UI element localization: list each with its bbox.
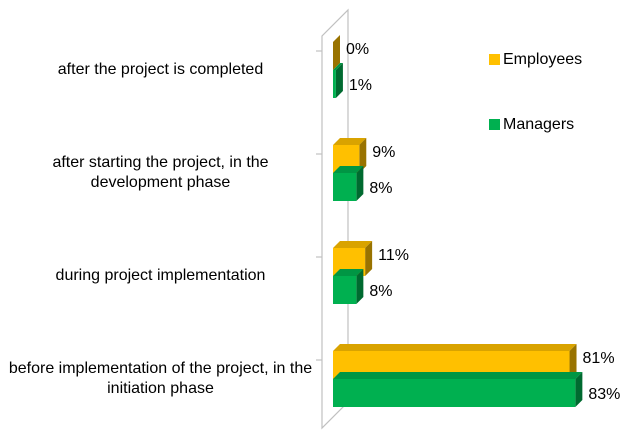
data-label: 0% [346, 41, 369, 58]
category-label: after starting the project, in the devel… [52, 154, 269, 191]
category-label: after the project is completed [57, 61, 264, 78]
bar-side [365, 241, 373, 276]
bar-side [569, 344, 577, 379]
legend-label: Managers [503, 116, 574, 133]
bar-top [333, 166, 364, 173]
bar-top [333, 138, 367, 145]
bar-top [333, 63, 343, 70]
category-label: during project implementation [55, 267, 266, 284]
bar [333, 379, 576, 407]
data-label: 83% [588, 386, 620, 403]
bar [333, 276, 357, 304]
bar-side [356, 166, 364, 201]
bar-top [333, 269, 364, 276]
bar-top [333, 372, 583, 379]
bar-side [335, 63, 343, 98]
bar-side [333, 35, 340, 70]
wall [321, 8, 349, 430]
bar-side [356, 269, 364, 304]
data-label: 1% [349, 77, 372, 94]
bar-top [333, 344, 577, 351]
data-label: 8% [369, 180, 392, 197]
legend-swatch [489, 54, 500, 65]
category-label: before implementation of the project, in… [8, 360, 313, 397]
data-label: 11% [378, 247, 409, 264]
bar [333, 70, 336, 98]
legend-swatch [489, 119, 500, 130]
data-label: 81% [583, 350, 615, 367]
data-label: 8% [369, 283, 392, 300]
bar-side [575, 372, 583, 407]
legend-label: Employees [503, 51, 582, 68]
bar [333, 173, 357, 201]
bar-side [359, 138, 367, 173]
bar-top [333, 241, 373, 248]
data-label: 9% [372, 144, 395, 161]
